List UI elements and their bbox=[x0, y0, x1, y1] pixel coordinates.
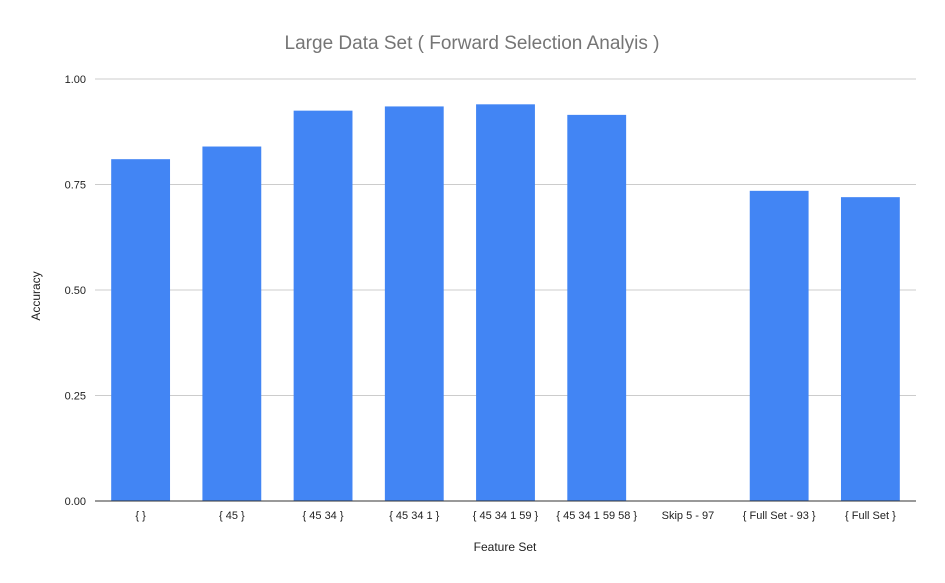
chart-title: Large Data Set ( Forward Selection Analy… bbox=[285, 33, 660, 54]
bar bbox=[202, 146, 262, 501]
x-tick-label: { } bbox=[135, 510, 146, 522]
x-tick-label: Skip 5 - 97 bbox=[662, 510, 715, 522]
bar bbox=[840, 197, 900, 501]
x-tick-label: { Full Set - 93 } bbox=[743, 510, 816, 522]
x-tick-label: { 45 34 1 59 } bbox=[473, 510, 539, 522]
bar bbox=[384, 106, 444, 502]
y-tick-label: 1.00 bbox=[65, 74, 86, 86]
bar bbox=[476, 104, 535, 501]
bar bbox=[293, 110, 353, 502]
x-axis-title: Feature Set bbox=[474, 540, 537, 554]
bar bbox=[111, 159, 171, 501]
y-axis-title: Accuracy bbox=[29, 271, 43, 320]
x-tick-label: { 45 34 1 59 58 } bbox=[556, 510, 637, 522]
y-tick-label: 0.25 bbox=[65, 391, 86, 403]
bar bbox=[749, 190, 809, 501]
bars bbox=[111, 104, 900, 502]
x-tick-label: { 45 } bbox=[219, 510, 245, 522]
y-tick-label: 0.50 bbox=[65, 285, 86, 297]
y-tick-label: 0.75 bbox=[65, 180, 86, 192]
x-tick-label: { 45 34 } bbox=[303, 510, 344, 522]
y-tick-label: 0.00 bbox=[65, 496, 86, 508]
y-axis-ticks: 0.00 0.25 0.50 0.75 1.00 bbox=[65, 74, 86, 508]
bar bbox=[567, 114, 627, 502]
x-tick-label: { 45 34 1 } bbox=[389, 510, 439, 522]
x-tick-label: { Full Set } bbox=[845, 510, 896, 522]
x-axis-ticks: { } { 45 } { 45 34 } { 45 34 1 } { 45 34 1 5… bbox=[135, 510, 896, 522]
